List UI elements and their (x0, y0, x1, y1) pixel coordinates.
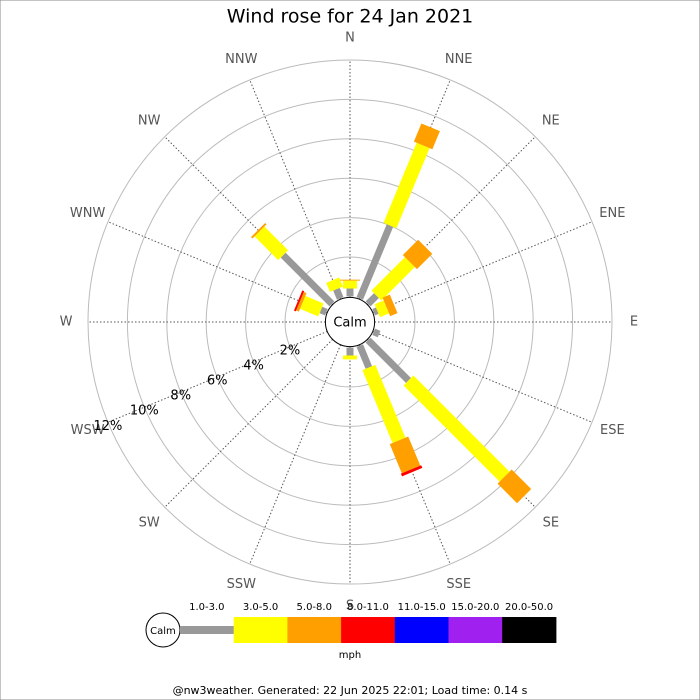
bar-segment (497, 469, 532, 504)
direction-label: SSW (227, 577, 257, 592)
direction-label: N (345, 31, 355, 46)
legend-label: 15.0-20.0 (451, 602, 499, 613)
calm-circle (324, 296, 376, 348)
bar-segment (374, 300, 390, 318)
spoke (349, 321, 593, 423)
spoke (164, 321, 351, 508)
direction-label: WSW (71, 423, 105, 438)
bar-segment (403, 375, 510, 482)
direction-stack (372, 294, 398, 318)
spoke (249, 79, 351, 323)
bar-segment (402, 239, 433, 270)
bar-segment (254, 226, 289, 261)
spoke (107, 321, 351, 423)
bar-segment (371, 257, 415, 301)
r-tick-label: 10% (130, 404, 159, 419)
direction-label: WNW (70, 206, 106, 221)
direction-label: NE (542, 114, 560, 129)
spoke (164, 136, 351, 323)
calm-label: Calm (333, 316, 366, 331)
legend-swatch (502, 617, 557, 643)
spoke (107, 221, 351, 323)
bar-segment (300, 295, 324, 317)
bar-segment (362, 364, 406, 443)
spoke (349, 136, 536, 323)
bar-segment (343, 355, 357, 360)
legend-swatch (448, 617, 503, 643)
legend-label: 3.0-5.0 (243, 602, 278, 613)
bar-segment (296, 292, 307, 312)
direction-label: NNE (445, 52, 473, 67)
direction-stack (293, 290, 328, 317)
legend-label: 1.0-3.0 (189, 602, 224, 613)
legend-swatch (394, 617, 449, 643)
bar-segment (400, 465, 423, 477)
bar-segment (389, 436, 421, 474)
ring (284, 256, 416, 388)
ring (87, 59, 613, 585)
direction-stack (326, 277, 344, 300)
bar-segment (356, 224, 394, 300)
direction-label: S (346, 599, 354, 614)
spoke (349, 221, 593, 323)
direction-label: NW (138, 114, 161, 129)
bar-segment (280, 252, 335, 307)
r-tick-label: 6% (207, 374, 228, 389)
bar-segment (383, 142, 430, 229)
direction-label: ESE (600, 423, 625, 438)
legend-swatch (233, 617, 288, 643)
direction-label: W (60, 315, 73, 330)
direction-stack (356, 123, 440, 300)
direction-label: SW (139, 515, 160, 530)
direction-label: SSE (446, 577, 471, 592)
bar-segment (340, 279, 360, 281)
legend-swatch (287, 617, 342, 643)
direction-stack (365, 239, 433, 307)
bar-segment (346, 347, 354, 356)
r-tick-label: 12% (93, 419, 122, 434)
footer: @nw3weather. Generated: 22 Jun 2025 22:0… (173, 684, 528, 697)
spoke (249, 321, 351, 565)
legend-label: 20.0-50.0 (505, 602, 553, 613)
direction-stack (365, 337, 532, 504)
bar-segment (372, 328, 381, 338)
legend-label: 5.0-8.0 (297, 602, 332, 613)
bar-segment (346, 288, 354, 297)
r-tick-label: 8% (170, 389, 191, 404)
ring (245, 217, 455, 427)
direction-stack (372, 328, 381, 338)
bar-segment (413, 123, 440, 150)
r-tick-label: 2% (280, 343, 301, 358)
direction-stack (356, 344, 423, 477)
direction-stack (250, 222, 335, 307)
ring (126, 98, 574, 546)
bar-segment (365, 293, 379, 307)
bar-segment (365, 337, 411, 383)
direction-label: E (630, 315, 638, 330)
legend-label: 8.0-11.0 (347, 602, 389, 613)
bar-segment (372, 307, 379, 316)
direction-label: NNW (225, 52, 257, 67)
chart-title: Wind rose for 24 Jan 2021 (227, 6, 474, 28)
legend-calm-label: Calm (150, 626, 176, 637)
bar-segment (333, 287, 344, 300)
r-tick-label: 4% (243, 358, 264, 373)
bar-segment (343, 280, 357, 289)
legend-title: mph (339, 650, 361, 661)
bar-segment (319, 306, 328, 316)
legend-label: 11.0-15.0 (398, 602, 446, 613)
bar-segment (293, 290, 305, 312)
direction-label: SE (543, 515, 559, 530)
bar-segment (250, 222, 267, 239)
direction-stack (343, 347, 357, 360)
bar-segment (356, 344, 373, 369)
direction-label: ENE (599, 206, 625, 221)
direction-stack (340, 279, 360, 297)
bar-segment (326, 277, 343, 292)
bar-segment (382, 294, 398, 317)
legend-swatch (180, 626, 235, 634)
legend-swatch (341, 617, 396, 643)
